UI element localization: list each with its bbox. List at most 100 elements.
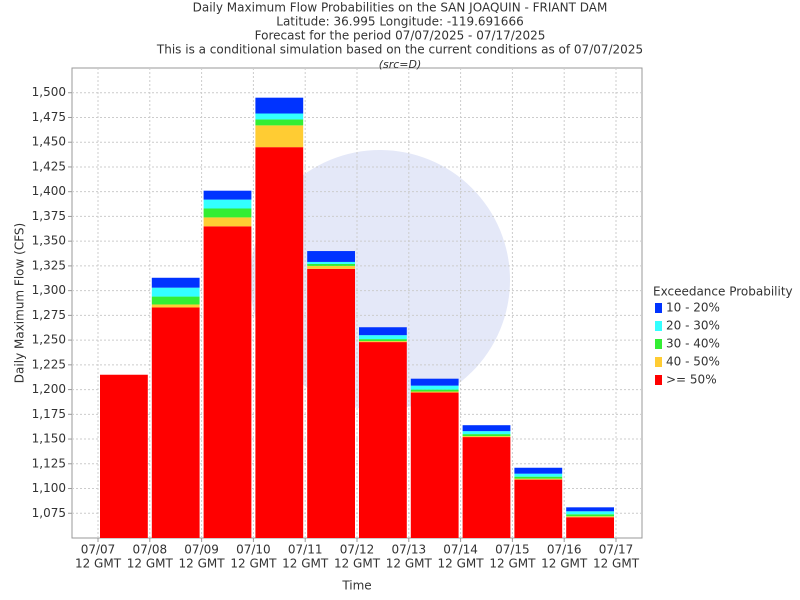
- bar-segment: [307, 265, 355, 269]
- bar-segment: [462, 434, 511, 437]
- bar-segment: [255, 119, 304, 126]
- y-tick-label: 1,275: [32, 308, 66, 322]
- legend-swatch: [655, 321, 662, 331]
- y-tick-label: 1,075: [32, 506, 66, 520]
- legend-swatch: [655, 375, 662, 385]
- title-line: Daily Maximum Flow Probabilities on the …: [193, 1, 608, 15]
- bar-segment: [566, 517, 614, 538]
- bar-segment: [410, 392, 459, 538]
- bar-segment: [410, 378, 459, 386]
- bar-segment: [359, 339, 407, 342]
- bar-segment: [514, 479, 563, 538]
- bar-segment: [359, 327, 407, 336]
- x-tick-label: 12 GMT: [230, 557, 277, 571]
- title-line: (src=D): [379, 58, 422, 71]
- bar-segment: [514, 473, 563, 477]
- y-tick-label: 1,175: [32, 407, 66, 421]
- x-tick-label: 07/15: [495, 543, 530, 557]
- bar-segment: [203, 226, 252, 538]
- y-tick-label: 1,425: [32, 159, 66, 173]
- x-tick-label: 07/07: [81, 543, 116, 557]
- x-tick-label: 07/17: [599, 543, 634, 557]
- title-line: Forecast for the period 07/07/2025 - 07/…: [255, 29, 546, 43]
- x-tick-label: 07/11: [288, 543, 323, 557]
- y-tick-label: 1,325: [32, 258, 66, 272]
- bar-segment: [255, 97, 304, 114]
- bar-segment: [203, 199, 252, 209]
- x-tick-label: 12 GMT: [127, 557, 174, 571]
- bar-segment: [566, 511, 614, 515]
- y-tick-label: 1,225: [32, 357, 66, 371]
- bar-segment: [203, 208, 252, 218]
- bar-segment: [203, 190, 252, 200]
- y-axis-label: Daily Maximum Flow (CFS): [13, 223, 27, 383]
- x-tick-label: 12 GMT: [593, 557, 640, 571]
- bar-segment: [462, 436, 511, 438]
- legend-swatch: [655, 303, 662, 313]
- y-tick-label: 1,500: [32, 85, 66, 99]
- bar-segment: [255, 125, 304, 148]
- bar-segment: [307, 261, 355, 264]
- y-tick-label: 1,400: [32, 184, 66, 198]
- y-tick-label: 1,125: [32, 456, 66, 470]
- bar-segment: [151, 307, 200, 538]
- x-tick-label: 12 GMT: [386, 557, 433, 571]
- bar-segment: [151, 296, 200, 305]
- legend-swatch: [655, 357, 662, 367]
- bar-segment: [566, 516, 614, 518]
- bar-segment: [359, 335, 407, 340]
- x-tick-label: 12 GMT: [334, 557, 381, 571]
- y-tick-label: 1,100: [32, 481, 66, 495]
- bar-segment: [307, 251, 355, 262]
- x-tick-label: 12 GMT: [179, 557, 226, 571]
- y-tick-label: 1,475: [32, 110, 66, 124]
- legend-label: >= 50%: [666, 373, 717, 387]
- bar-segment: [462, 437, 511, 538]
- bar-segment: [514, 478, 563, 480]
- x-tick-label: 07/12: [340, 543, 375, 557]
- bar-segment: [100, 374, 148, 538]
- bar-segment: [307, 263, 355, 266]
- legend-label: 40 - 50%: [666, 355, 720, 369]
- y-tick-label: 1,375: [32, 209, 66, 223]
- x-tick-label: 12 GMT: [75, 557, 122, 571]
- legend-label: 10 - 20%: [666, 301, 720, 315]
- legend-label: 30 - 40%: [666, 337, 720, 351]
- x-tick-label: 12 GMT: [541, 557, 588, 571]
- x-tick-label: 07/09: [184, 543, 219, 557]
- bar-segment: [566, 507, 614, 512]
- x-tick-label: 12 GMT: [282, 557, 329, 571]
- x-tick-label: 07/13: [392, 543, 427, 557]
- bar-segment: [151, 304, 200, 308]
- bar-segment: [255, 113, 304, 120]
- bar-segment: [359, 341, 407, 343]
- x-tick-label: 07/10: [236, 543, 271, 557]
- bar-segment: [410, 389, 459, 392]
- x-tick-label: 07/08: [133, 543, 168, 557]
- bar-segment: [462, 425, 511, 432]
- bar-segment: [566, 514, 614, 517]
- bar-segment: [203, 217, 252, 227]
- legend-swatch: [655, 339, 662, 349]
- y-tick-label: 1,350: [32, 234, 66, 248]
- bar-segment: [410, 385, 459, 390]
- bar-segment: [514, 476, 563, 479]
- x-tick-label: 07/14: [443, 543, 478, 557]
- bar-segment: [307, 268, 355, 538]
- title-line: This is a conditional simulation based o…: [156, 43, 643, 57]
- title-line: Latitude: 36.995 Longitude: -119.691666: [276, 15, 523, 29]
- bar-segment: [462, 431, 511, 435]
- bar-segment: [255, 147, 304, 538]
- y-tick-label: 1,250: [32, 333, 66, 347]
- bar-segment: [151, 277, 200, 288]
- bar-segment: [359, 342, 407, 538]
- x-tick-label: 12 GMT: [438, 557, 485, 571]
- y-tick-label: 1,200: [32, 382, 66, 396]
- bar-segment: [151, 287, 200, 297]
- bar-segment: [514, 467, 563, 474]
- y-tick-label: 1,150: [32, 432, 66, 446]
- legend-label: 20 - 30%: [666, 319, 720, 333]
- x-axis-label: Time: [341, 579, 371, 593]
- bar-segment: [410, 391, 459, 393]
- y-tick-label: 1,300: [32, 283, 66, 297]
